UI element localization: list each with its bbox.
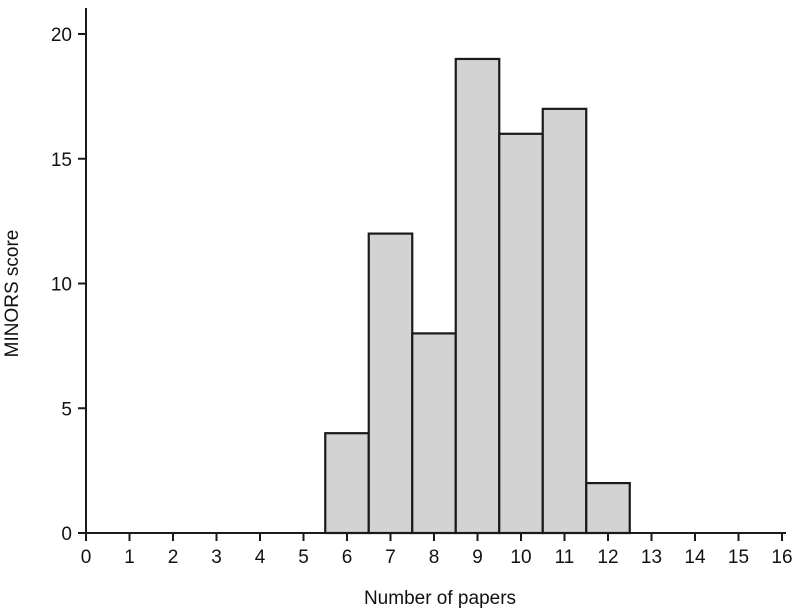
y-tick-label: 10 <box>51 275 72 296</box>
bar-8 <box>411 332 457 535</box>
x-tick-label: 7 <box>385 547 396 568</box>
x-tick-label: 9 <box>472 547 483 568</box>
x-ticks-group: 0 1 2 3 4 5 6 7 8 9 10 11 12 13 14 15 16 <box>81 533 793 568</box>
y-ticks-group: 0 5 10 15 20 <box>51 25 86 545</box>
x-tick-label: 13 <box>641 547 662 568</box>
bar-10 <box>498 132 544 535</box>
y-axis-title: MINORS score <box>2 230 23 358</box>
y-tick-label: 0 <box>61 524 72 545</box>
x-tick-label: 0 <box>81 547 92 568</box>
x-tick-label: 14 <box>684 547 706 568</box>
x-axis-title: Number of papers <box>364 588 516 609</box>
x-tick-label: 12 <box>597 547 618 568</box>
bar-12 <box>585 482 631 535</box>
bar-11 <box>541 107 588 535</box>
x-tick-label: 16 <box>771 547 792 568</box>
x-tick-label: 8 <box>429 547 440 568</box>
x-tick-label: 4 <box>255 547 266 568</box>
bar-9 <box>454 57 501 535</box>
bar-7 <box>367 232 414 535</box>
x-tick-label: 5 <box>298 547 309 568</box>
x-tick-label: 3 <box>211 547 222 568</box>
y-tick-label: 20 <box>51 25 72 46</box>
y-tick-label: 15 <box>51 150 72 171</box>
x-tick-label: 1 <box>124 547 135 568</box>
bars-group <box>324 57 631 535</box>
x-tick-label: 10 <box>510 547 531 568</box>
x-tick-label: 11 <box>555 547 575 568</box>
bar-6 <box>324 432 370 535</box>
x-tick-label: 15 <box>728 547 749 568</box>
x-tick-label: 2 <box>168 547 179 568</box>
x-tick-label: 6 <box>342 547 353 568</box>
y-tick-label: 5 <box>61 399 72 420</box>
